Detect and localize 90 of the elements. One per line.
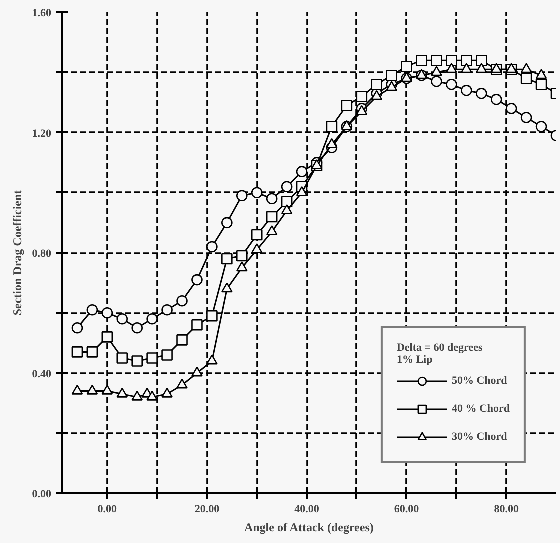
point [192,274,203,286]
point [236,262,248,272]
point [251,244,263,254]
point [162,350,173,361]
point [176,334,188,346]
y-tick-label: 1.20 [32,128,52,140]
point [446,79,458,90]
point [386,70,398,82]
y-tick-label: 0.40 [32,368,52,380]
point [326,138,338,148]
point [401,60,412,72]
point [222,253,233,265]
point [446,63,458,74]
point [461,54,472,66]
point [176,295,188,307]
legend-label: 50% Chord [452,375,508,387]
y-tick-label: 0.80 [32,248,52,260]
x-tick-label: 20.00 [194,504,220,516]
point [206,354,218,365]
point [251,187,263,199]
point [520,112,532,124]
point [251,229,263,241]
y-axis-title: Section Drag Coefficient [10,190,24,316]
point [266,211,278,223]
point [86,346,98,358]
point [132,390,143,401]
point [236,190,248,202]
point [162,388,173,398]
x-axis-title: Angle of Attack (degrees) [244,520,374,534]
legend-label: 30% Chord [452,431,508,443]
point [192,320,203,331]
point [266,193,278,205]
point [520,72,532,84]
point [72,384,84,395]
point [206,310,218,322]
point [72,346,84,358]
x-tick-label: 0.00 [98,504,118,516]
point [461,63,472,74]
point [476,63,488,74]
point [296,186,308,196]
point [102,332,114,343]
point [132,356,143,367]
point [236,250,248,262]
y-tick-label: 0.00 [32,488,52,500]
point [146,352,158,364]
y-tick-label: 1.60 [32,8,52,20]
point [506,103,518,114]
point [446,54,458,66]
point [102,384,114,395]
point [102,307,114,319]
point [296,166,308,178]
point [192,366,203,377]
x-tick-label: 60.00 [394,504,420,516]
point [132,322,143,334]
point [86,304,98,316]
point [281,204,293,214]
point [536,121,548,132]
point [116,352,128,364]
point [266,226,278,236]
point [536,69,548,80]
point [72,322,84,334]
point [461,85,472,96]
point [116,388,128,398]
point [476,88,488,100]
x-tick-label: 80.00 [494,504,520,516]
point [431,54,442,66]
point [206,241,218,253]
x-tick-label: 40.00 [294,504,320,516]
point [520,63,532,74]
point [476,54,488,66]
point [116,313,128,325]
point [371,79,383,90]
point [341,100,353,112]
point [490,94,502,106]
point [86,384,98,395]
point [222,282,233,293]
point [176,378,188,389]
point [326,121,338,132]
point [146,313,158,325]
legend-title: Delta = 60 degrees 1% Lip [396,342,484,366]
legend-label: 40 % Chord [452,403,510,415]
point [146,390,158,401]
point [162,304,173,316]
point [281,181,293,193]
point [431,66,442,76]
point [356,91,368,102]
point [416,54,428,66]
point [222,217,233,229]
point [536,79,548,90]
point [431,76,442,88]
